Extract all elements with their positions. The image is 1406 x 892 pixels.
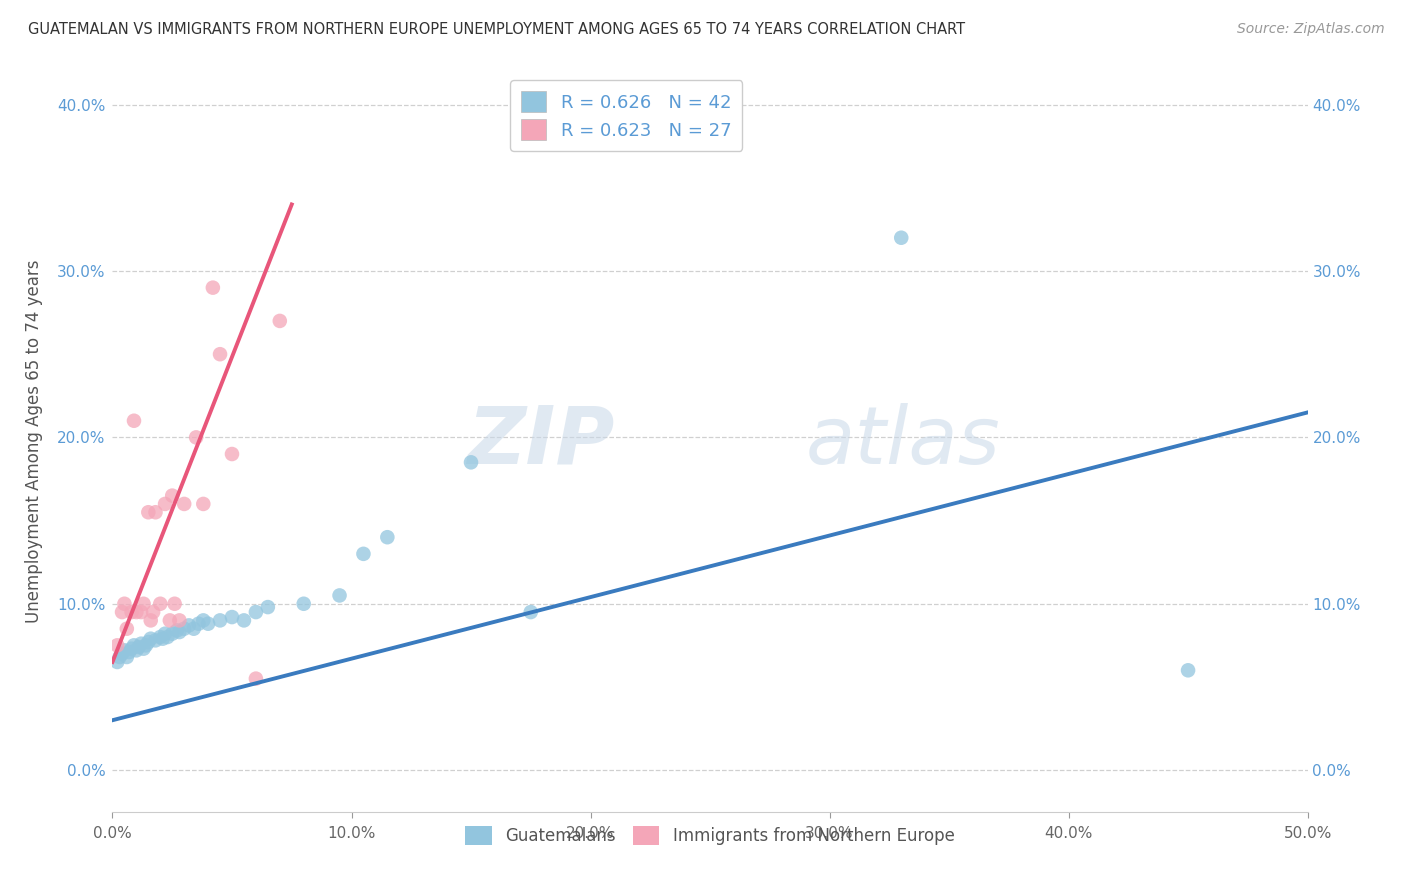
Point (269, 314, 291, 328)
Point (122, 638, 145, 652)
Point (149, 630, 172, 644)
Point (132, 597, 155, 611)
Point (245, 672, 267, 686)
Point (186, 430, 208, 444)
Point (209, 614, 232, 628)
Text: ZIP: ZIP (467, 402, 614, 481)
Point (1177, 663, 1199, 677)
Point (121, 605, 143, 619)
Point (163, 597, 186, 611)
Point (162, 626, 183, 640)
Point (149, 597, 172, 611)
Point (193, 497, 215, 511)
Point (292, 597, 315, 611)
Point (221, 610, 243, 624)
Text: GUATEMALAN VS IMMIGRANTS FROM NORTHERN EUROPE UNEMPLOYMENT AMONG AGES 65 TO 74 Y: GUATEMALAN VS IMMIGRANTS FROM NORTHERN E… (28, 22, 966, 37)
Point (257, 600, 280, 615)
Point (125, 605, 148, 619)
Point (183, 622, 205, 636)
Point (159, 614, 181, 628)
Point (166, 624, 188, 638)
Point (111, 647, 134, 661)
Point (138, 635, 160, 649)
Point (152, 632, 174, 646)
Point (114, 597, 135, 611)
Point (115, 622, 138, 636)
Point (135, 638, 157, 652)
Point (139, 614, 162, 628)
Point (111, 605, 134, 619)
Point (890, 231, 912, 245)
Point (233, 614, 256, 628)
Point (197, 616, 219, 631)
Point (115, 650, 138, 665)
Point (145, 505, 167, 519)
Point (177, 618, 200, 632)
Point (209, 347, 232, 361)
Point (132, 641, 155, 656)
Legend: Guatemalans, Immigrants from Northern Europe: Guatemalans, Immigrants from Northern Eu… (458, 819, 962, 852)
Point (520, 605, 543, 619)
Point (156, 630, 179, 644)
Point (105, 638, 128, 652)
Point (329, 589, 352, 603)
Point (145, 633, 167, 648)
Point (118, 645, 141, 659)
Text: atlas: atlas (806, 402, 1001, 481)
Point (193, 614, 215, 628)
Point (187, 616, 209, 631)
Point (169, 625, 191, 640)
Point (460, 455, 482, 469)
Point (129, 637, 152, 651)
Point (108, 650, 131, 665)
Point (162, 489, 183, 503)
Point (138, 505, 160, 519)
Point (129, 605, 152, 619)
Point (169, 614, 191, 628)
Point (201, 280, 224, 294)
Point (173, 622, 195, 636)
Point (173, 497, 195, 511)
Point (128, 640, 150, 654)
Point (352, 547, 374, 561)
Point (245, 605, 267, 619)
Point (139, 632, 162, 646)
Point (105, 655, 128, 669)
Point (153, 626, 176, 640)
Point (153, 497, 176, 511)
Point (121, 641, 143, 656)
Point (114, 643, 135, 657)
Y-axis label: Unemployment Among Ages 65 to 74 years: Unemployment Among Ages 65 to 74 years (25, 260, 44, 624)
Text: Source: ZipAtlas.com: Source: ZipAtlas.com (1237, 22, 1385, 37)
Point (122, 414, 145, 428)
Point (377, 530, 399, 544)
Point (142, 605, 165, 619)
Point (221, 447, 243, 461)
Point (125, 643, 148, 657)
